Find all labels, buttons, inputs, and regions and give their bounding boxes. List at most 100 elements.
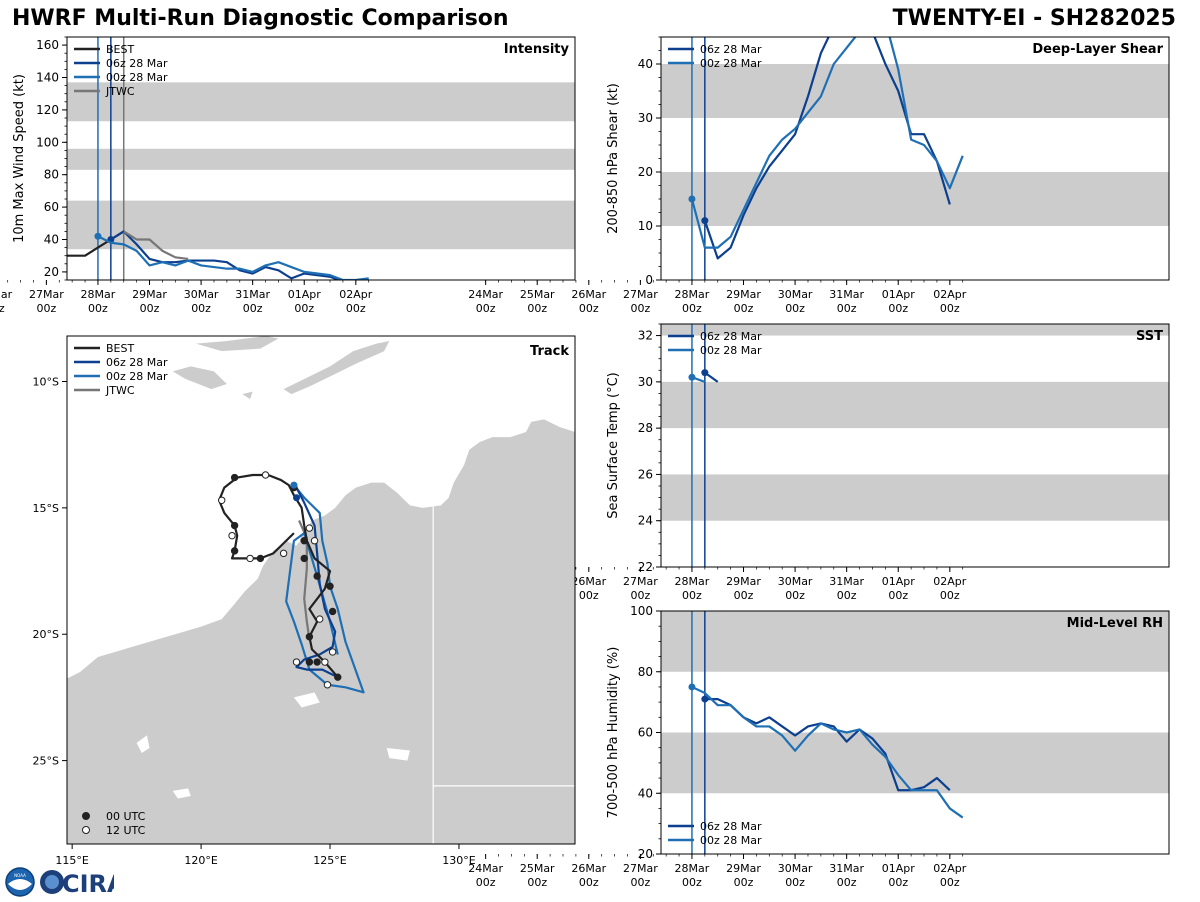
inland-lake: [386, 747, 410, 761]
best-point-12utc: [328, 648, 337, 656]
intensity-panel: 2040608010012014016024Mar00z25Mar00z26Ma…: [0, 36, 576, 315]
x-tick-label-hour: 00z: [140, 302, 160, 315]
x-tick-label-date: 02Apr: [933, 288, 967, 301]
panel-title: Mid-Level RH: [1067, 616, 1163, 631]
x-tick-label-date: 01Apr: [882, 862, 916, 875]
best-point-12utc: [261, 471, 270, 479]
x-tick-label-date: 29Mar: [132, 288, 167, 301]
shaded-band: [661, 172, 1169, 226]
x-tick-label-hour: 00z: [682, 589, 702, 602]
x-tick-label-hour: 00z: [36, 302, 56, 315]
x-tick-label-hour: 00z: [579, 302, 599, 315]
best-point-00utc: [300, 554, 308, 563]
legend-label: 00z 28 Mar: [106, 370, 168, 383]
shaded-band: [67, 82, 575, 122]
panel-title: Intensity: [504, 42, 570, 57]
forecast-start-point: [290, 481, 298, 489]
lon-tick-label: 115°E: [55, 854, 88, 867]
x-tick-label-hour: 00z: [527, 876, 547, 889]
x-tick-label-date: 26Mar: [571, 862, 606, 875]
x-tick-label-hour: 00z: [785, 302, 805, 315]
series-line-00z-28-mar: [97, 235, 369, 280]
page-title: HWRF Multi-Run Diagnostic Comparison: [12, 6, 509, 31]
x-tick-label-date: 01Apr: [288, 288, 322, 301]
y-tick-label: 22: [638, 560, 653, 574]
series-start-point: [94, 232, 102, 240]
x-tick-label-hour: 00z: [888, 876, 908, 889]
best-point-00utc: [300, 537, 308, 545]
series-line-jtwc: [123, 230, 189, 261]
legend-label: 00z 28 Mar: [700, 344, 762, 357]
shaded-band: [661, 611, 1169, 672]
shaded-band: [661, 324, 1169, 336]
series-line-00z-28-mar: [691, 685, 964, 819]
best-point-12utc: [310, 537, 319, 545]
x-tick-label-hour: 00z: [476, 876, 496, 889]
legend-label: BEST: [106, 43, 134, 56]
shaded-band: [661, 381, 1169, 429]
forecast-start-point: [293, 494, 301, 502]
cira-logo-text: CIRA: [62, 870, 114, 898]
best-point-12utc: [218, 496, 226, 504]
legend-label: JTWC: [105, 85, 135, 98]
lat-tick-label: 20°S: [33, 628, 59, 641]
sst-panel: 22242628303224Mar00z25Mar00z26Mar00z27Ma…: [468, 323, 1170, 602]
y-tick-label: 0: [645, 273, 653, 287]
y-tick-label: 32: [638, 329, 653, 343]
x-tick-label-date: 28Mar: [675, 575, 710, 588]
y-axis-label: Sea Surface Temp (°C): [606, 372, 621, 519]
y-tick-label: 80: [638, 665, 653, 679]
x-tick-label-hour: 00z: [940, 589, 960, 602]
x-tick-label-hour: 00z: [837, 302, 857, 315]
marker-legend-swatch: [82, 812, 90, 820]
noaa-logo-icon: NOAA: [5, 867, 35, 897]
x-tick-label-hour: 00z: [630, 876, 650, 889]
series-line-00z-28-mar: [690, 37, 964, 249]
best-point-00utc: [230, 521, 239, 530]
shaded-band: [661, 64, 1169, 118]
x-tick-label-hour: 00z: [191, 302, 211, 315]
x-tick-label-hour: 00z: [0, 302, 5, 315]
best-point-00utc: [256, 554, 265, 563]
panel-title: SST: [1136, 329, 1163, 344]
series-start-point: [701, 369, 709, 377]
y-tick-label: 120: [36, 103, 59, 117]
x-tick-label-date: 01Apr: [882, 575, 916, 588]
x-tick-label-hour: 00z: [734, 302, 754, 315]
inland-lake: [172, 788, 191, 799]
series-line-best: [67, 230, 125, 257]
best-point-12utc: [246, 554, 254, 563]
flores-island: [195, 336, 279, 352]
x-tick-label-hour: 00z: [682, 876, 702, 889]
best-point-00utc: [313, 658, 321, 666]
storm-id: TWENTY-EI - SH282025: [892, 6, 1176, 31]
y-tick-label: 40: [44, 233, 59, 247]
australia-landmass: [67, 419, 575, 844]
x-tick-label-date: 31Mar: [829, 288, 864, 301]
x-tick-label-hour: 00z: [785, 589, 805, 602]
inland-lake: [293, 692, 320, 708]
shaded-band: [67, 148, 575, 170]
x-tick-label-date: 30Mar: [778, 575, 813, 588]
x-tick-label-date: 27Mar: [623, 862, 658, 875]
gulf-water: [391, 480, 408, 491]
x-tick-label-date: 02Apr: [933, 575, 967, 588]
y-tick-label: 140: [36, 71, 59, 85]
x-tick-label-hour: 00z: [837, 589, 857, 602]
series-start-point: [701, 217, 709, 225]
x-tick-label-date: 30Mar: [778, 862, 813, 875]
shaded-band: [67, 200, 575, 250]
y-tick-label: 40: [638, 786, 653, 800]
y-tick-label: 60: [44, 200, 59, 214]
x-tick-label-date: 31Mar: [829, 575, 864, 588]
series-start-point: [688, 373, 696, 381]
x-tick-label-date: 31Mar: [829, 862, 864, 875]
legend-label: 00z 28 Mar: [700, 57, 762, 70]
track-line-06z-28-mar: [295, 487, 339, 679]
logos: NOAA CIRA: [4, 866, 126, 898]
y-tick-label: 20: [638, 165, 653, 179]
lat-tick-label: 15°S: [33, 502, 59, 515]
map-frame: [66, 335, 576, 845]
x-tick-label-hour: 00z: [579, 589, 599, 602]
